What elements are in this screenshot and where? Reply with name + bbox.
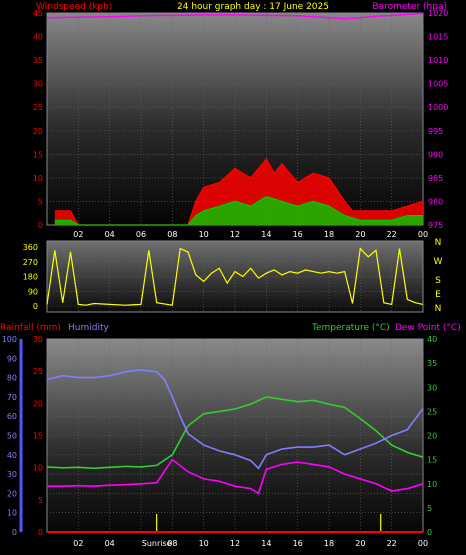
barometer-tick-label: 1010 — [428, 56, 448, 65]
rain-tick-label: 0 — [38, 528, 43, 537]
temp-tick-label: 20 — [427, 432, 437, 441]
x-tick-label: 14 — [261, 539, 271, 548]
temp-tick-label: 25 — [427, 407, 437, 416]
x-tick-label: 00 — [418, 230, 428, 239]
x-tick-label: 08 — [167, 539, 177, 548]
barometer-line — [46, 12, 424, 20]
temp-tick-label: 0 — [427, 528, 432, 537]
gust-area — [54, 196, 424, 225]
barometer-axis-title: Barometer (hpa) — [372, 2, 447, 12]
direction-tick-label: 90 — [28, 287, 38, 296]
x-tick-label: 18 — [324, 230, 334, 239]
dewpoint-axis-title: Dew Point (°C) — [395, 323, 461, 333]
rain-tick-label: 25 — [33, 367, 43, 376]
barometer-tick-label: 975 — [428, 221, 443, 230]
barometer-tick-label: 985 — [428, 174, 443, 183]
rain-tick-label: 15 — [33, 432, 43, 441]
rain-tick-label: 30 — [33, 335, 43, 344]
x-tick-label: 04 — [105, 539, 115, 548]
humidity-tick-label: 90 — [7, 354, 17, 363]
compass-label: E — [435, 290, 441, 300]
wind-tick-label: 15 — [33, 150, 43, 159]
humidity-tick-label: 40 — [7, 451, 17, 460]
humidity-tick-label: 100 — [2, 335, 17, 344]
humidity-tick-label: 30 — [7, 470, 17, 479]
direction-tick-label: 180 — [23, 273, 38, 282]
wind-tick-label: 20 — [33, 127, 43, 136]
x-tick-label: 04 — [105, 230, 115, 239]
compass-label: N — [435, 304, 442, 314]
x-tick-label: 22 — [387, 539, 397, 548]
x-tick-label: 12 — [230, 230, 240, 239]
wind-tick-label: 10 — [33, 174, 43, 183]
compass-label: W — [434, 257, 443, 267]
direction-line — [46, 247, 424, 306]
rain-tick-label: 10 — [33, 464, 43, 473]
humidity-tick-label: 80 — [7, 374, 17, 383]
wind-tick-label: 0 — [38, 221, 43, 230]
humidity-tick-label: 70 — [7, 393, 17, 402]
wind-tick-label: 25 — [33, 103, 43, 112]
temp-tick-label: 15 — [427, 456, 437, 465]
temp-tick-label: 35 — [427, 359, 437, 368]
barometer-tick-label: 1015 — [428, 33, 448, 42]
x-tick-label: 14 — [261, 230, 271, 239]
x-tick-label: 20 — [355, 230, 365, 239]
chart-title: 24 hour graph day : 17 June 2025 — [177, 2, 329, 12]
temp-tick-label: 30 — [427, 383, 437, 392]
x-tick-label: 22 — [387, 230, 397, 239]
humidity-tick-label: 10 — [7, 509, 17, 518]
direction-tick-label: 360 — [23, 243, 38, 252]
x-tick-label: 12 — [230, 539, 240, 548]
temperature-line — [46, 396, 424, 470]
wind-tick-label: 45 — [33, 9, 43, 18]
direction-tick-label: 0 — [33, 302, 38, 311]
barometer-tick-label: 1005 — [428, 80, 448, 89]
x-tick-label: 00 — [418, 539, 428, 548]
x-tick-label: 10 — [199, 539, 209, 548]
x-tick-label: 20 — [355, 539, 365, 548]
barometer-tick-label: 980 — [428, 197, 443, 206]
compass-label: S — [435, 276, 441, 286]
barometer-tick-label: 1000 — [428, 103, 448, 112]
x-tick-label: 16 — [293, 230, 303, 239]
rain-tick-label: 20 — [33, 399, 43, 408]
rain-tick-label: 5 — [38, 496, 43, 505]
barometer-tick-label: 990 — [428, 150, 443, 159]
humidity-tick-label: 60 — [7, 412, 17, 421]
x-tick-label: 10 — [199, 230, 209, 239]
wind-tick-label: 40 — [33, 33, 43, 42]
humidity-tick-label: 20 — [7, 489, 17, 498]
wind-axis-title: Windspeed (kph) — [36, 2, 112, 12]
temp-tick-label: 10 — [427, 480, 437, 489]
barometer-tick-label: 1020 — [428, 9, 448, 18]
wind-tick-label: 35 — [33, 56, 43, 65]
temperature-axis-title: Temperature (°C) — [311, 323, 390, 333]
gust-line — [54, 196, 423, 226]
temp-tick-label: 40 — [427, 335, 437, 344]
wind-tick-label: 5 — [38, 197, 43, 206]
x-tick-label: 18 — [324, 539, 334, 548]
temp-tick-label: 5 — [427, 504, 432, 513]
dewpoint-line — [47, 458, 424, 495]
sunrise-label: Sunrise — [142, 539, 172, 548]
x-tick-label: 02 — [73, 539, 83, 548]
x-tick-label: 08 — [167, 230, 177, 239]
humidity-tick-label: 0 — [12, 528, 17, 537]
wind-tick-label: 30 — [33, 80, 43, 89]
compass-label: N — [435, 238, 442, 248]
direction-tick-label: 270 — [23, 258, 38, 267]
x-tick-label: 06 — [136, 230, 146, 239]
barometer-tick-label: 995 — [428, 127, 443, 136]
humidity-tick-label: 50 — [7, 432, 17, 441]
direction-panel — [46, 240, 424, 313]
humidity-line — [46, 369, 424, 470]
x-tick-label: 16 — [293, 539, 303, 548]
x-tick-label: 02 — [73, 230, 83, 239]
rainfall-axis-title: Rainfall (mm) — [0, 323, 61, 333]
humidity-axis-title: Humidity — [68, 323, 109, 333]
